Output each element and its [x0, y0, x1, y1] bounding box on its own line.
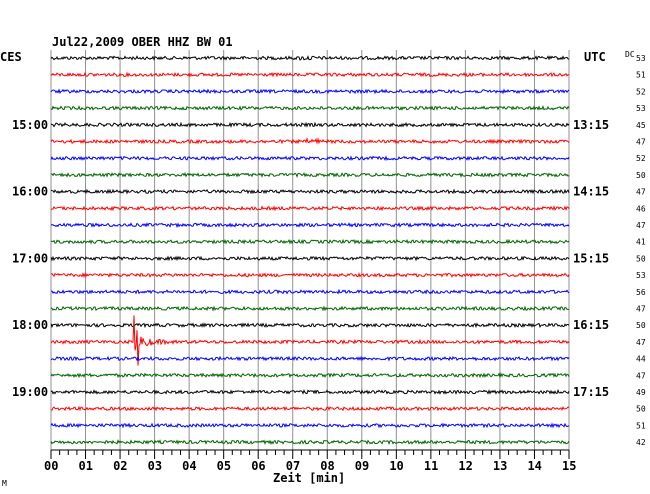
x-tick-label: 02 [113, 459, 127, 473]
x-tick-label: 10 [389, 459, 403, 473]
seismic-trace [50, 422, 570, 429]
seismic-trace [50, 155, 570, 162]
plot-grid [50, 50, 570, 459]
x-tick-label: 04 [182, 459, 196, 473]
left-timezone-label: CES [0, 50, 22, 64]
dc-offset-value: 44 [636, 355, 646, 364]
seismic-trace [50, 88, 570, 95]
right-hour-label: 16:15 [573, 318, 609, 332]
right-timezone-label: UTC [584, 50, 606, 64]
x-tick-label: 06 [251, 459, 265, 473]
dc-offset-value: 45 [636, 121, 646, 130]
dc-offset-value: 41 [636, 238, 646, 247]
dc-offset-value: 56 [636, 288, 646, 297]
dc-offset-value: 50 [636, 321, 646, 330]
right-hour-label: 17:15 [573, 385, 609, 399]
seismic-trace [50, 305, 570, 312]
dc-offset-value: 47 [636, 338, 646, 347]
dc-offset-value: 47 [636, 221, 646, 230]
left-hour-label: 15:00 [12, 118, 48, 132]
seismic-trace [51, 288, 570, 295]
left-hour-label: 18:00 [12, 318, 48, 332]
right-hour-label: 15:15 [573, 251, 609, 265]
dc-offset-value: 47 [636, 138, 646, 147]
right-hour-label: 13:15 [573, 118, 609, 132]
dc-offset-value: 52 [636, 87, 646, 96]
x-tick-label: 05 [217, 459, 231, 473]
dc-offset-value: 47 [636, 188, 646, 197]
x-tick-label: 08 [320, 459, 334, 473]
seismic-trace [50, 55, 570, 61]
x-tick-label: 13 [493, 459, 507, 473]
seismic-trace [50, 188, 570, 195]
dc-offset-value: 51 [636, 421, 646, 430]
x-tick-label: 14 [527, 459, 541, 473]
dc-offset-value: 53 [636, 54, 646, 63]
left-hour-label: 19:00 [12, 385, 48, 399]
dc-offset-value: 50 [636, 171, 646, 180]
left-hour-label: 17:00 [12, 251, 48, 265]
seismic-trace [50, 405, 570, 412]
seismic-trace [50, 205, 570, 212]
dc-offset-value: 47 [636, 305, 646, 314]
dc-offset-value: 51 [636, 71, 646, 80]
seismic-trace [50, 71, 570, 78]
dc-offset-value: 50 [636, 405, 646, 414]
seismic-trace [50, 255, 570, 262]
x-tick-label: 09 [355, 459, 369, 473]
dc-offset-value: 50 [636, 254, 646, 263]
dc-offset-value: 53 [636, 271, 646, 280]
dc-offset-value: 46 [636, 204, 646, 213]
corner-mark: M [2, 479, 7, 488]
seismic-trace [50, 121, 570, 128]
seismic-trace [50, 272, 570, 279]
left-hour-label: 16:00 [12, 185, 48, 199]
x-tick-label: 01 [79, 459, 93, 473]
x-tick-label: 03 [148, 459, 162, 473]
seismic-trace [50, 355, 570, 362]
dc-offset-value: 42 [636, 438, 646, 447]
seismic-trace [50, 222, 570, 229]
seismic-trace [50, 136, 570, 145]
dc-label: DC [625, 50, 635, 59]
seismic-trace [50, 372, 570, 379]
seismic-trace [50, 439, 570, 446]
x-tick-label: 07 [286, 459, 300, 473]
chart-title: Jul22,2009 OBER HHZ BW 01 [52, 35, 233, 49]
seismic-trace [50, 315, 570, 366]
traces-group [50, 55, 570, 446]
x-tick-label: 15 [562, 459, 576, 473]
dc-offset-value: 47 [636, 371, 646, 380]
dc-offset-value: 49 [636, 388, 646, 397]
seismic-trace [50, 105, 570, 111]
x-tick-label: 00 [44, 459, 58, 473]
labels-group: 15:00 16:00 17:00 18:00 19:00 13:15 14:15 15:15… [12, 54, 646, 473]
x-tick-label: 12 [458, 459, 472, 473]
right-hour-label: 14:15 [573, 185, 609, 199]
dc-offset-value: 53 [636, 104, 646, 113]
dc-offset-value: 52 [636, 154, 646, 163]
seismic-trace [50, 171, 570, 178]
x-axis-title: Zeit [min] [273, 471, 345, 485]
seismic-trace [50, 322, 570, 329]
seismic-trace [50, 238, 570, 245]
x-tick-label: 11 [424, 459, 438, 473]
seismic-trace [50, 389, 570, 395]
